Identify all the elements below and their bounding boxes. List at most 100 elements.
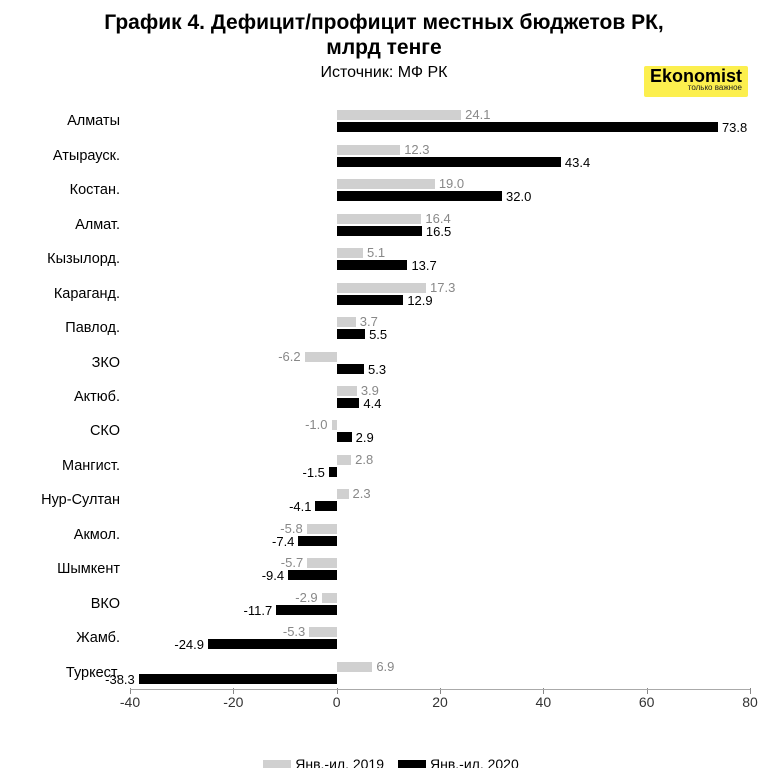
chart-row: Актюб.3.94.4 bbox=[10, 380, 758, 414]
value-label-2020: -4.1 bbox=[289, 499, 311, 514]
chart-row: Костан.19.032.0 bbox=[10, 173, 758, 207]
x-axis-line bbox=[130, 689, 750, 690]
value-label-2020: 43.4 bbox=[565, 155, 590, 170]
bar-2020 bbox=[276, 605, 336, 615]
chart-row: Алматы 24.1 73.8 bbox=[10, 104, 758, 138]
chart-plot-area: Алматы24.173.8Атырауск.12.343.4Костан.19… bbox=[10, 100, 758, 718]
chart-row: Атырауск. 12.3 43.4 bbox=[10, 138, 758, 172]
bar-2020 bbox=[337, 432, 352, 442]
bar-2020 bbox=[337, 226, 422, 236]
value-label-2020: 13.7 bbox=[411, 258, 436, 273]
value-label-2020: 4.4 bbox=[363, 396, 381, 411]
chart-row: Алмат.16.416.5 bbox=[10, 207, 758, 241]
category-label: Алмат. bbox=[10, 217, 124, 233]
chart-row: Мангист. 2.8 -1.5 bbox=[10, 449, 758, 483]
value-label-2020: 5.5 bbox=[369, 327, 387, 342]
value-label-2019: 6.9 bbox=[376, 659, 394, 674]
value-label-2020: -24.9 bbox=[174, 637, 204, 652]
bar-2020 bbox=[337, 329, 365, 339]
chart-title: График 4. Дефицит/профицит местных бюдже… bbox=[0, 10, 768, 60]
bar-2019 bbox=[309, 627, 336, 637]
category-label: Алматы bbox=[10, 113, 124, 129]
value-label-2019: 19.0 bbox=[439, 176, 464, 191]
value-label-2019: 2.8 bbox=[355, 452, 373, 467]
category-label: СКО bbox=[10, 423, 124, 439]
x-tick-label: -20 bbox=[213, 694, 253, 710]
value-label-2020: -11.7 bbox=[244, 603, 273, 618]
bar-2020 bbox=[139, 674, 337, 684]
category-label: Акмол. bbox=[10, 527, 124, 543]
bar-2019 bbox=[337, 386, 357, 396]
value-label-2020: 2.9 bbox=[356, 430, 374, 445]
value-label-2020: -9.4 bbox=[262, 568, 284, 583]
bar-2019 bbox=[337, 662, 373, 672]
category-label: Караганд. bbox=[10, 286, 124, 302]
bar-2019 bbox=[337, 283, 426, 293]
bar-2020 bbox=[337, 191, 502, 201]
value-label-2020: -1.5 bbox=[303, 465, 325, 480]
bar-2019 bbox=[307, 524, 337, 534]
chart-row: СКО -1.0 2.9 bbox=[10, 414, 758, 448]
bar-2020 bbox=[288, 570, 337, 580]
bar-2020 bbox=[337, 398, 360, 408]
value-label-2019: -1.0 bbox=[305, 417, 327, 432]
value-label-2019: 2.3 bbox=[353, 486, 371, 501]
category-label: Жамб. bbox=[10, 630, 124, 646]
legend-swatch bbox=[398, 760, 426, 768]
bar-2019 bbox=[337, 317, 356, 327]
value-label-2020: 73.8 bbox=[722, 120, 747, 135]
bar-2020 bbox=[337, 157, 561, 167]
bar-2019 bbox=[332, 420, 337, 430]
value-label-2019: 5.1 bbox=[367, 245, 385, 260]
bar-2020 bbox=[337, 295, 404, 305]
value-label-2020: 12.9 bbox=[407, 293, 432, 308]
value-label-2019: 12.3 bbox=[404, 142, 429, 157]
value-label-2019: -2.9 bbox=[295, 590, 317, 605]
chart-row: Жамб.-5.3-24.9 bbox=[10, 621, 758, 655]
chart-row: Нур-Султан 2.3 -4.1 bbox=[10, 483, 758, 517]
bar-2019 bbox=[337, 145, 401, 155]
bar-2019 bbox=[337, 110, 462, 120]
bar-2019 bbox=[307, 558, 336, 568]
bar-2020 bbox=[337, 122, 718, 132]
value-label-2019: 24.1 bbox=[465, 107, 490, 122]
value-label-2020: -38.3 bbox=[105, 672, 135, 687]
value-label-2020: -7.4 bbox=[272, 534, 294, 549]
bar-2020 bbox=[315, 501, 336, 511]
category-label: Нур-Султан bbox=[10, 492, 124, 508]
chart-row: ЗКО -6.2 5.3 bbox=[10, 345, 758, 379]
watermark-main: Ekonomist bbox=[650, 68, 742, 84]
category-label: ЗКО bbox=[10, 355, 124, 371]
category-label: ВКО bbox=[10, 596, 124, 612]
bar-2019 bbox=[337, 455, 351, 465]
x-tick-label: 40 bbox=[523, 694, 563, 710]
value-label-2019: -5.7 bbox=[281, 555, 303, 570]
category-label: Павлод. bbox=[10, 320, 124, 336]
x-tick-label: -40 bbox=[110, 694, 150, 710]
bar-2019 bbox=[305, 352, 337, 362]
chart-row: Акмол.-5.8-7.4 bbox=[10, 518, 758, 552]
bar-2019 bbox=[337, 248, 363, 258]
legend-label: Янв.-ил. 2020 bbox=[430, 756, 519, 768]
x-tick-label: 60 bbox=[627, 694, 667, 710]
bar-2020 bbox=[337, 364, 364, 374]
value-label-2020: 32.0 bbox=[506, 189, 531, 204]
x-tick-label: 0 bbox=[317, 694, 357, 710]
x-tick-label: 20 bbox=[420, 694, 460, 710]
category-label: Шымкент bbox=[10, 561, 124, 577]
category-label: Атырауск. bbox=[10, 148, 124, 164]
value-label-2020: 16.5 bbox=[426, 224, 451, 239]
category-label: Кызылорд. bbox=[10, 251, 124, 267]
value-label-2019: 17.3 bbox=[430, 280, 455, 295]
chart-row: Павлод.3.75.5 bbox=[10, 311, 758, 345]
bar-2019 bbox=[337, 179, 435, 189]
x-tick-label: 80 bbox=[730, 694, 768, 710]
bar-2019 bbox=[322, 593, 337, 603]
category-label: Мангист. bbox=[10, 458, 124, 474]
value-label-2020: 5.3 bbox=[368, 362, 386, 377]
chart-row: Туркест.6.9-38.3 bbox=[10, 656, 758, 690]
value-label-2019: -6.2 bbox=[278, 349, 300, 364]
chart-row: Караганд. 17.312.9 bbox=[10, 276, 758, 310]
bar-2019 bbox=[337, 489, 349, 499]
chart-row: ВКО -2.9 -11.7 bbox=[10, 587, 758, 621]
